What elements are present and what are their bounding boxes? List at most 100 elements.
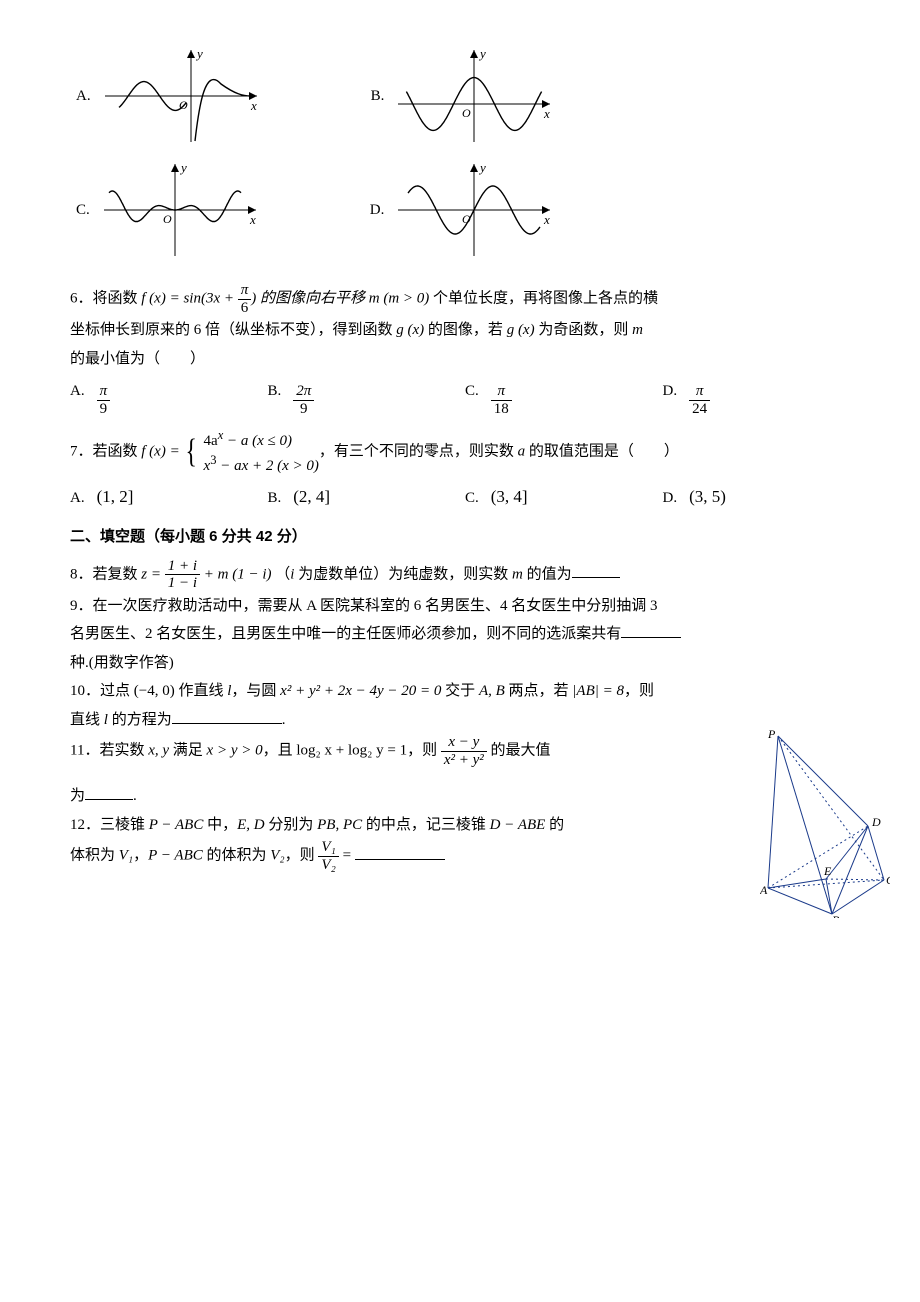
opt-A-letter: A. <box>76 82 91 111</box>
q11-b: 满足 <box>169 743 207 759</box>
svg-text:y: y <box>478 46 486 61</box>
q7A-val: (1, 2] <box>97 481 134 513</box>
q8-plus: + m (1 − i) <box>204 566 272 582</box>
q12: 12．三棱锥 P − ABC 中，E, D 分别为 PB, PC 的中点，记三棱… <box>70 811 860 874</box>
q9-blank[interactable] <box>621 637 681 638</box>
graph-B: x y O <box>394 46 554 146</box>
svg-text:y: y <box>478 160 486 175</box>
q7: 7．若函数 f (x) = { 4ax − a (x ≤ 0) x3 − ax … <box>70 427 860 477</box>
graph-C: x y O <box>100 160 260 260</box>
svg-text:x: x <box>543 212 550 227</box>
q12-dabe: D − ABE <box>490 817 546 833</box>
q12-ed: E, D <box>237 817 265 833</box>
q6C-num: π <box>491 383 512 401</box>
q12-fn: V₁ <box>318 839 338 857</box>
q6C-letter: C. <box>465 377 479 406</box>
svg-text:D: D <box>871 815 881 829</box>
svg-text:O: O <box>163 212 172 226</box>
q9-l1: 9．在一次医疗救助活动中，需要从 A 医院某科室的 6 名男医生、4 名女医生中… <box>70 598 658 614</box>
q11-blank[interactable] <box>85 799 133 800</box>
q6-gx2: g (x) <box>507 322 535 338</box>
q7A-letter: A. <box>70 484 85 513</box>
q10-f: ，则 <box>624 683 654 699</box>
q6D-den: 24 <box>689 401 710 418</box>
brace-icon: { <box>186 435 197 469</box>
q8-num: 1 + i <box>165 558 200 576</box>
q12-l2b: ， <box>133 848 148 864</box>
q10-b: 作直线 <box>175 683 228 699</box>
section-2-header: 二、填空题（每小题 6 分共 42 分） <box>70 523 860 552</box>
q10-AB: A, B <box>479 683 505 699</box>
q6-text-c: 个单位长度，再将图像上各点的横 <box>429 290 658 306</box>
q6A-num: π <box>97 383 111 401</box>
svg-text:y: y <box>179 160 187 175</box>
q8-a: 8．若复数 <box>70 566 141 582</box>
q12-c: 分别为 <box>265 817 318 833</box>
graph-D: xyO <box>394 160 554 260</box>
svg-text:y: y <box>195 46 203 61</box>
q10-d: 交于 <box>441 683 479 699</box>
q8-b: （ <box>275 566 290 582</box>
q12-blank[interactable] <box>355 859 445 860</box>
q8: 8．若复数 z = 1 + i 1 − i + m (1 − i) （i 为虚数… <box>70 558 860 592</box>
q12-fd: V₂ <box>318 857 338 874</box>
q7-l1b: − a (x ≤ 0) <box>223 433 292 449</box>
q6A-letter: A. <box>70 377 85 406</box>
q11-a: 11．若实数 <box>70 743 148 759</box>
q8-b2: 为虚数单位）为纯虚数，则实数 <box>294 566 512 582</box>
q11-l2: 为 <box>70 788 85 804</box>
q10-c: ，与圆 <box>231 683 280 699</box>
q10-l2b: 的方程为 <box>108 712 172 728</box>
q9-l3: 种.(用数字作答) <box>70 655 174 671</box>
svg-text:O: O <box>462 106 471 120</box>
q7-stem-c: 的取值范围是（ ） <box>525 443 679 459</box>
q11-xy: x, y <box>148 743 169 759</box>
q6-options: A. π9 B. 2π9 C. π18 D. π24 <box>70 377 860 417</box>
q10-dot: . <box>282 712 286 728</box>
q9: 9．在一次医疗救助活动中，需要从 A 医院某科室的 6 名男医生、4 名女医生中… <box>70 592 860 678</box>
q8-z: z = <box>141 566 161 582</box>
q11-c2: log₂ x + log₂ y = 1 <box>296 743 407 759</box>
q11: 11．若实数 x, y 满足 x > y > 0，且 log₂ x + log₂… <box>70 734 860 811</box>
q7C-val: (3, 4] <box>491 481 528 513</box>
q8-c: 的值为 <box>523 566 572 582</box>
q7-opt-B: B.(2, 4] <box>268 481 466 513</box>
q12-p2: P − ABC <box>148 848 203 864</box>
q7-opt-D: D.(3, 5) <box>663 481 861 513</box>
q10-abs: |AB| = 8 <box>572 683 624 699</box>
q7B-letter: B. <box>268 484 282 513</box>
q6-opt-B: B. 2π9 <box>268 377 466 417</box>
q6-m: m <box>632 322 643 338</box>
q10-a: 10．过点 <box>70 683 134 699</box>
svg-text:x: x <box>543 106 550 121</box>
q7-options: A.(1, 2] B.(2, 4] C.(3, 4] D.(3, 5) <box>70 481 860 513</box>
q11-q12-block: PABCDE 11．若实数 x, y 满足 x > y > 0，且 log₂ x… <box>70 734 860 873</box>
q8-den: 1 − i <box>165 575 200 592</box>
q12-b: 中， <box>203 817 237 833</box>
q10-circle: x² + y² + 2x − 4y − 20 = 0 <box>280 683 441 699</box>
q7-stem-b: ，有三个不同的零点，则实数 <box>319 443 518 459</box>
q6B-letter: B. <box>268 377 282 406</box>
q6-opt-C: C. π18 <box>465 377 663 417</box>
q11-frac: x − y x² + y² <box>441 734 487 768</box>
q12-p1: P − ABC <box>149 817 204 833</box>
q8-m: m <box>512 566 523 582</box>
q8-blank[interactable] <box>572 577 620 578</box>
q6-line2b: 的图像，若 <box>424 322 507 338</box>
svg-text:B: B <box>832 913 840 918</box>
q12-pbpc: PB, PC <box>317 817 362 833</box>
q6B-num: 2π <box>293 383 314 401</box>
q12-v2: V₂ <box>270 848 284 864</box>
q6-pi6-den: 6 <box>238 300 252 317</box>
q10-blank[interactable] <box>172 723 282 724</box>
q6-line2a: 坐标伸长到原来的 6 倍（纵坐标不变），得到函数 <box>70 322 396 338</box>
q12-l2a: 体积为 <box>70 848 119 864</box>
q7D-val: (3, 5) <box>689 481 726 513</box>
q11-c1: x > y > 0 <box>207 743 263 759</box>
svg-text:E: E <box>823 864 832 878</box>
q6-opt-A: A. π9 <box>70 377 268 417</box>
q6D-num: π <box>689 383 710 401</box>
q10-pt: (−4, 0) <box>134 683 175 699</box>
svg-text:x: x <box>249 212 256 227</box>
q10-e: 两点，若 <box>505 683 573 699</box>
